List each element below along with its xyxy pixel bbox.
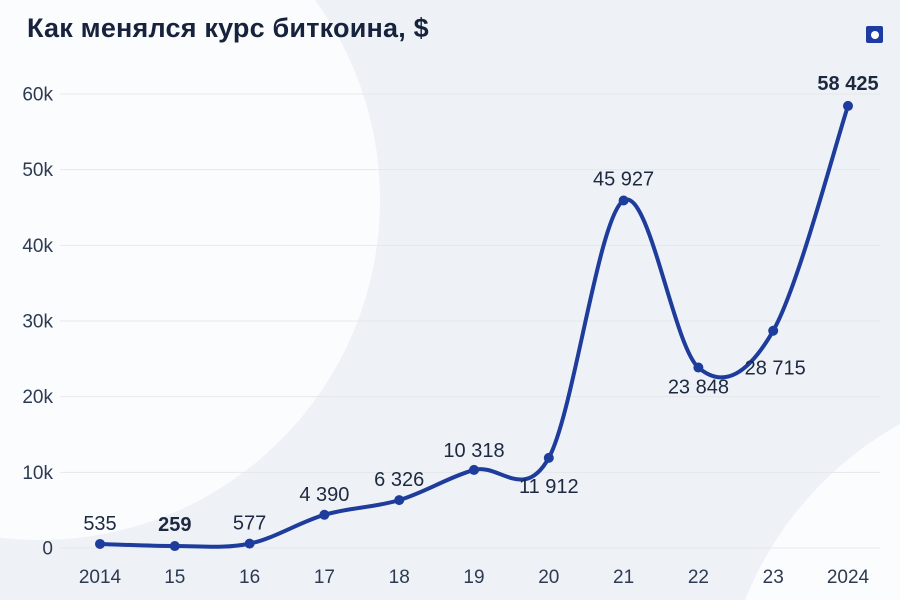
data-point-label: 6 326 bbox=[374, 469, 424, 491]
data-point-label: 577 bbox=[233, 513, 266, 535]
data-point-label: 28 715 bbox=[745, 358, 806, 380]
data-point bbox=[618, 195, 629, 206]
data-point bbox=[469, 464, 479, 475]
data-point bbox=[95, 538, 105, 549]
y-axis-tick-label: 50k bbox=[22, 160, 53, 181]
data-point-label: 259 bbox=[158, 514, 191, 536]
data-point bbox=[394, 495, 405, 506]
data-point bbox=[543, 452, 554, 463]
y-axis-tick-label: 30k bbox=[22, 312, 53, 333]
y-axis-tick-label: 20k bbox=[22, 387, 53, 408]
chart-title: Как менялся курс биткоина, $ bbox=[27, 13, 429, 43]
x-axis-tick-label: 19 bbox=[463, 567, 484, 588]
data-point bbox=[244, 538, 255, 549]
x-axis-tick-label: 18 bbox=[389, 567, 410, 588]
x-axis-tick-label: 17 bbox=[314, 567, 335, 588]
y-axis-tick-label: 0 bbox=[42, 539, 53, 560]
y-axis-tick-label: 60k bbox=[22, 85, 53, 106]
data-point-label: 23 848 bbox=[668, 377, 729, 399]
price-line bbox=[98, 103, 850, 549]
x-axis-tick-label: 15 bbox=[164, 567, 185, 588]
x-axis-tick-label: 16 bbox=[239, 567, 260, 588]
data-point bbox=[843, 100, 853, 111]
brand-logo-icon bbox=[866, 26, 883, 43]
x-axis-tick-label: 2014 bbox=[79, 567, 122, 588]
data-point bbox=[319, 509, 330, 520]
data-point bbox=[693, 362, 704, 373]
x-axis-tick-label: 21 bbox=[613, 567, 634, 588]
x-axis-tick-label: 22 bbox=[688, 567, 709, 588]
y-axis-tick-label: 10k bbox=[22, 463, 53, 484]
data-point bbox=[768, 325, 779, 336]
data-point-label: 535 bbox=[83, 513, 116, 535]
data-point-label: 10 318 bbox=[443, 440, 504, 462]
data-point-label: 11 912 bbox=[519, 476, 579, 498]
x-axis-tick-label: 2024 bbox=[827, 567, 870, 588]
data-point-label: 58 425 bbox=[817, 73, 878, 95]
data-point-label: 45 927 bbox=[593, 168, 654, 190]
y-axis-tick-label: 40k bbox=[22, 236, 53, 257]
x-axis-tick-label: 23 bbox=[763, 567, 784, 588]
data-point bbox=[169, 541, 180, 552]
x-axis-tick-label: 20 bbox=[538, 567, 559, 588]
data-point-label: 4 390 bbox=[299, 484, 349, 506]
logo-dot-icon bbox=[870, 30, 879, 39]
